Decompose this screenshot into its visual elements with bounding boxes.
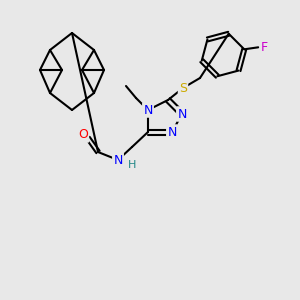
Text: N: N [113, 154, 123, 166]
Text: O: O [78, 128, 88, 142]
Text: N: N [167, 125, 177, 139]
Text: S: S [179, 82, 187, 94]
Text: N: N [177, 107, 187, 121]
Text: H: H [128, 160, 136, 170]
Text: N: N [143, 103, 153, 116]
Text: F: F [261, 41, 268, 54]
